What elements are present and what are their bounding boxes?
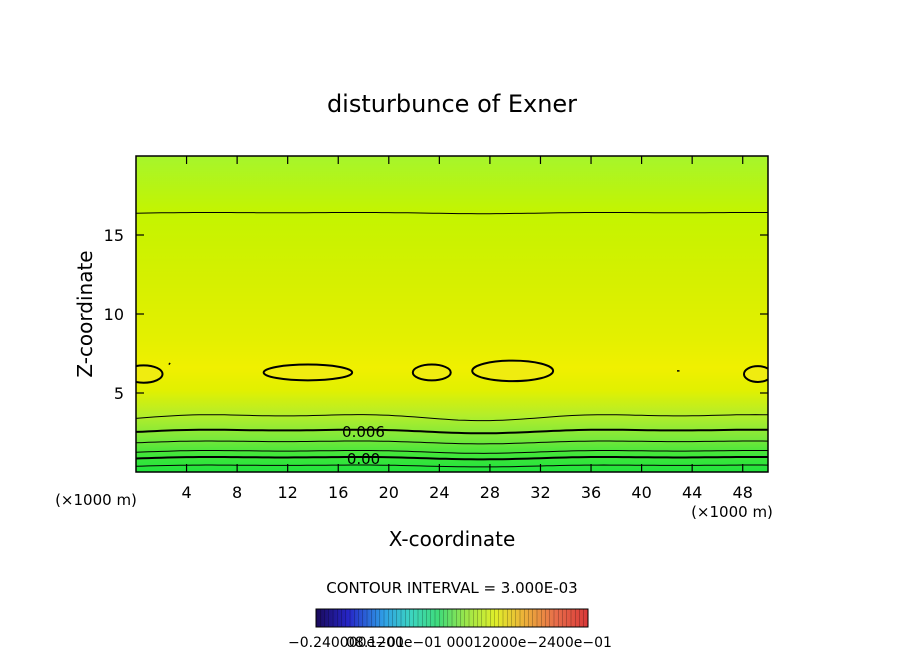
contour-line	[136, 450, 768, 454]
contour-blob	[471, 359, 555, 383]
contour-line	[136, 440, 768, 445]
y-tick-label: 10	[104, 305, 124, 324]
x-tick-label: 8	[232, 483, 242, 502]
contour-label: 0.00	[347, 450, 380, 468]
colorbar-ticks	[320, 609, 584, 627]
x-unit-right: (×1000 m)	[691, 503, 773, 521]
contour-line	[136, 456, 768, 461]
colorbar-fill	[316, 609, 588, 627]
contour-blob	[262, 363, 354, 382]
x-tick-label: 48	[733, 483, 753, 502]
x-tick-label: 24	[429, 483, 449, 502]
x-axis-label: X-coordinate	[389, 527, 516, 551]
contour-blob	[411, 363, 452, 382]
colorbar	[315, 608, 589, 628]
contour-blob	[742, 365, 768, 383]
y-axis-label: Z-coordinate	[73, 250, 97, 377]
contour-line	[136, 414, 768, 422]
x-tick-label: 12	[278, 483, 298, 502]
x-tick-label: 40	[631, 483, 651, 502]
x-tick-label: 4	[181, 483, 191, 502]
contour-line	[136, 428, 768, 435]
x-tick-label: 16	[328, 483, 348, 502]
contour-line	[136, 212, 768, 215]
contour-blob	[136, 364, 164, 384]
x-axis-ticks: 4 8 12 16 20 24 28 32 36 40 44 48	[181, 156, 753, 502]
colorbar-label-left: −0.240000e−01	[288, 635, 405, 651]
plot-area	[136, 156, 768, 472]
y-axis-ticks: 5 10 15	[104, 226, 768, 403]
y-tick-label: 5	[114, 384, 124, 403]
x-tick-label: 28	[480, 483, 500, 502]
x-tick-label: 20	[379, 483, 399, 502]
contour-label: 0.006	[342, 423, 385, 441]
contour-labels: 0.006 0.00	[342, 423, 385, 468]
chart-title: disturbunce of Exner	[327, 90, 577, 118]
colorbar-label-overlap: 08.1200e−01 00012000e−2400e−01	[346, 635, 612, 651]
field-fill	[136, 156, 768, 472]
x-tick-label: 44	[682, 483, 702, 502]
y-tick-label: 15	[104, 226, 124, 245]
contour-interval-label: CONTOUR INTERVAL = 3.000E-03	[326, 579, 577, 597]
x-tick-label: 36	[581, 483, 601, 502]
colorbar-frame	[315, 608, 589, 628]
contour-line	[136, 464, 768, 468]
contour-fragment	[168, 362, 171, 366]
x-unit-left: (×1000 m)	[55, 491, 137, 509]
contour-lines	[136, 212, 768, 468]
x-tick-label: 32	[530, 483, 550, 502]
